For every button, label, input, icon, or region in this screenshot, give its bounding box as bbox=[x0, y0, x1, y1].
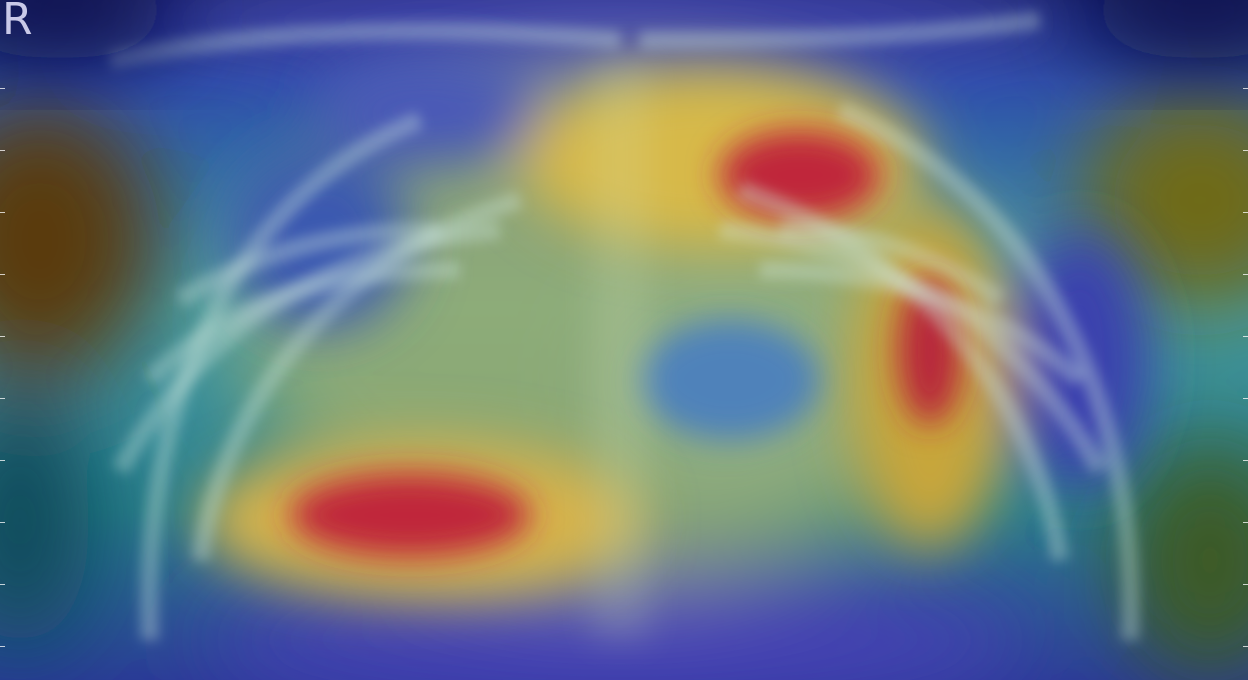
ruler-tick bbox=[1243, 336, 1248, 337]
ruler-tick bbox=[1243, 646, 1248, 647]
ruler-tick bbox=[0, 274, 5, 275]
ruler-tick bbox=[0, 398, 5, 399]
ruler-tick bbox=[0, 460, 5, 461]
ruler-tick bbox=[1243, 398, 1248, 399]
ruler-tick bbox=[0, 88, 5, 89]
ruler-tick bbox=[1243, 150, 1248, 151]
ruler-tick bbox=[1243, 212, 1248, 213]
ruler-tick bbox=[0, 212, 5, 213]
ruler-tick bbox=[1243, 88, 1248, 89]
ruler-tick bbox=[1243, 274, 1248, 275]
ruler-tick bbox=[0, 336, 5, 337]
ruler-tick bbox=[0, 646, 5, 647]
ruler-tick bbox=[1243, 584, 1248, 585]
ruler-tick bbox=[1243, 460, 1248, 461]
ruler-tick bbox=[0, 150, 5, 151]
ruler-tick bbox=[0, 522, 5, 523]
ruler-tick bbox=[1243, 522, 1248, 523]
ruler-tick bbox=[0, 584, 5, 585]
side-marker-label: R bbox=[2, 0, 33, 45]
